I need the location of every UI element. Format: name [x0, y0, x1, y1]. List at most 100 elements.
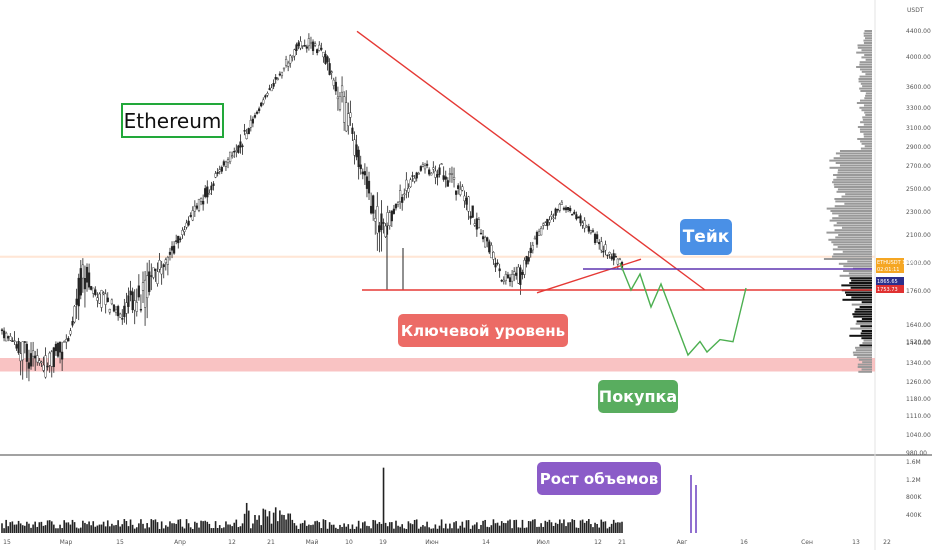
volume-bar [345, 526, 348, 533]
candle-body [349, 112, 352, 118]
candle-body [295, 44, 298, 51]
volume-bar [538, 526, 540, 533]
volume-bar [498, 525, 501, 533]
candle-body [27, 362, 31, 369]
candle-body [372, 195, 375, 214]
volume-bar [227, 524, 229, 533]
volume-bar [556, 523, 559, 533]
price-axis: 4400.00 4000.00 3600.00 3300.00 3100.00 2900.… [906, 28, 931, 457]
volume-bar [250, 528, 252, 533]
volume-bar [212, 528, 215, 533]
candle-body [11, 340, 14, 342]
volume-profile-bar [851, 296, 872, 299]
candle-body [42, 364, 45, 371]
volume-bar [55, 528, 57, 533]
candle-body [600, 241, 603, 251]
volume-bar [42, 525, 45, 533]
candle-body [330, 71, 333, 73]
candle-body [293, 49, 296, 57]
candle-body [355, 144, 358, 158]
volume-profile-bar [839, 164, 872, 167]
volume-bar [109, 526, 111, 533]
candle-body [581, 222, 584, 226]
volume-bar [140, 519, 142, 533]
volume-bar [84, 522, 86, 533]
candle-body [450, 173, 454, 175]
volume-profile-bar [864, 30, 872, 32]
candle-body [573, 211, 576, 214]
candle-body [235, 150, 238, 152]
volume-bar [254, 515, 256, 533]
time-tick-label: 12 [594, 539, 602, 546]
candle-body [589, 230, 592, 234]
volume-profile-bar [856, 102, 872, 104]
volume-profile-bar [833, 183, 872, 186]
volume-bar [69, 524, 72, 533]
volume-bar [590, 524, 592, 533]
volume-bar [532, 519, 534, 533]
candle-body [303, 45, 306, 47]
volume-bar [206, 521, 209, 533]
volume-bar [146, 523, 148, 533]
candle-body [529, 247, 532, 254]
volume-profile-bar [860, 147, 872, 150]
candle-body [307, 38, 310, 47]
candle-body [129, 290, 132, 296]
volume-bar [461, 521, 464, 533]
volume-profile-bar [835, 152, 872, 155]
candle-body [328, 63, 331, 75]
volume-profile-bar [845, 193, 872, 196]
volume-bar [567, 522, 569, 533]
volume-bar [513, 520, 515, 533]
volume-profile-bar [857, 363, 872, 366]
volume-bar [281, 514, 283, 533]
candle-body [249, 120, 252, 128]
candle-body [598, 242, 601, 245]
candle-body [137, 285, 140, 298]
candle-body [264, 95, 267, 98]
take-label: Тейк [680, 219, 732, 255]
volume-profile-bar [823, 258, 872, 260]
volume-bar [90, 525, 92, 533]
time-tick-label: 14 [482, 539, 490, 546]
volume-profile-bar [861, 56, 872, 59]
volume-bar [413, 519, 416, 533]
volume-profile-bar [865, 58, 872, 61]
candle-body [25, 343, 28, 362]
volume-bar [401, 524, 404, 533]
volume-bar [453, 522, 455, 533]
volume-bar [63, 520, 66, 533]
candle-body [465, 197, 468, 205]
volume-bar [218, 525, 221, 533]
volume-profile-bar [838, 234, 872, 236]
volume-profile-bar [849, 282, 872, 284]
volume-bar [444, 523, 447, 533]
volume-bar [523, 527, 526, 533]
candle-body [413, 177, 416, 182]
time-tick-label: 21 [618, 539, 626, 546]
volume-profile-bar [844, 291, 872, 294]
candle-body [606, 254, 609, 257]
volume-bar [428, 527, 430, 533]
time-tick-label: 15 [116, 539, 124, 546]
volume-profile-bar [837, 188, 872, 191]
volume-bar [113, 525, 115, 533]
candle-body [461, 186, 464, 191]
candle-body [471, 205, 474, 218]
candle-body [376, 206, 379, 234]
volume-bar [328, 522, 331, 533]
volume-bar [558, 519, 561, 533]
candle-body [390, 210, 393, 222]
time-tick-label: Сен [801, 539, 813, 546]
candle-body [552, 217, 555, 220]
candle-body [411, 175, 414, 177]
volume-profile-bar [860, 99, 872, 102]
volume-profile-bar [860, 121, 872, 124]
volume-bar [301, 522, 304, 533]
volume-bar [53, 524, 55, 533]
volume-profile-bar [843, 265, 872, 268]
candle-body [612, 253, 615, 261]
volume-bar [432, 528, 435, 533]
volume-profile-bar [858, 358, 872, 361]
price-tick-label: 1640.00 [906, 322, 931, 329]
